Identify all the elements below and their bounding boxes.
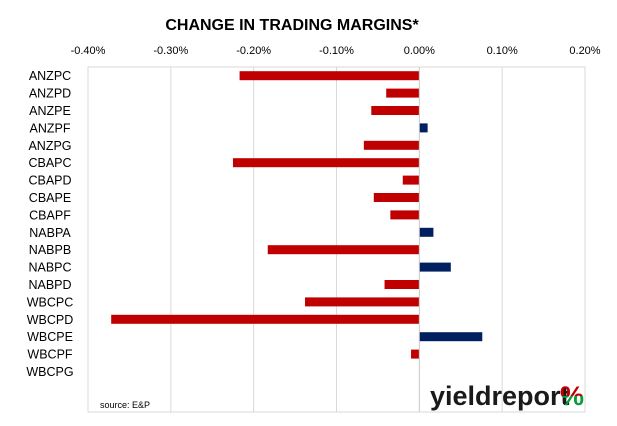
bar-wbcpc: [305, 297, 420, 307]
x-tick-label: 0.10%: [487, 45, 518, 57]
category-label: NABPB: [29, 243, 71, 257]
gridlines: [170, 67, 503, 412]
category-label: ANZPE: [29, 104, 71, 118]
bar-nabpb: [267, 245, 420, 255]
bar-wbcpe: [419, 332, 483, 342]
category-label: WBCPF: [27, 348, 73, 362]
category-label: ANZPF: [30, 121, 71, 135]
x-tick-label: -0.20%: [236, 45, 271, 57]
bar-nabpd: [384, 280, 420, 289]
logo-text: yieldreport: [430, 381, 570, 411]
yieldreport-logo: yieldreport %: [430, 381, 584, 411]
bar-cbapd: [402, 175, 420, 185]
category-label: CBAPE: [29, 191, 71, 205]
category-label: WBCPD: [27, 313, 74, 327]
bar-cbapc: [232, 158, 420, 168]
source-note: source: E&P: [100, 400, 150, 410]
category-label: CBAPF: [29, 208, 71, 222]
x-tick-label: -0.30%: [153, 45, 188, 57]
bar-cbape: [373, 193, 420, 202]
x-tick-label: -0.10%: [319, 45, 354, 57]
x-tick-label: 0.00%: [404, 45, 435, 57]
logo-yield: yield: [430, 381, 492, 411]
bars: [111, 71, 483, 376]
category-label: ANZPG: [28, 139, 71, 153]
bar-anzpe: [371, 106, 420, 115]
bar-nabpa: [419, 227, 434, 237]
category-label: WBCPG: [26, 365, 73, 379]
plot-frame: [87, 66, 586, 413]
bar-wbcpf: [411, 349, 420, 359]
bar-anzpg: [363, 140, 420, 150]
category-label: WBCPE: [27, 330, 73, 344]
x-tick-label: -0.40%: [71, 45, 106, 57]
category-label: WBCPC: [27, 295, 74, 309]
category-label: CBAPC: [28, 156, 71, 170]
category-label: CBAPD: [28, 174, 71, 188]
category-label: ANZPC: [29, 69, 71, 83]
x-tick-label: 0.20%: [569, 45, 600, 57]
x-axis-tick-labels: -0.40% -0.30% -0.20% -0.10% 0.00% 0.10% 0.20%: [71, 45, 601, 57]
category-label: NABPA: [29, 226, 71, 240]
bar-nabpc: [419, 262, 451, 272]
bar-anzpd: [386, 88, 420, 98]
bar-anzpc: [239, 71, 420, 81]
percent-logo-icon: %: [560, 381, 584, 411]
category-label: ANZPD: [29, 87, 71, 101]
category-label: NABPC: [28, 261, 71, 275]
bar-cbapf: [390, 210, 420, 220]
bar-wbcpd: [111, 314, 420, 324]
category-labels: ANZPC ANZPD ANZPE ANZPF ANZPG CBAPC CBAPD CBAPE…: [26, 69, 73, 379]
logo-report: report: [492, 381, 570, 411]
category-label: NABPD: [28, 278, 71, 292]
bar-anzpf: [419, 123, 428, 133]
chart-title: CHANGE IN TRADING MARGINS*: [165, 17, 419, 34]
